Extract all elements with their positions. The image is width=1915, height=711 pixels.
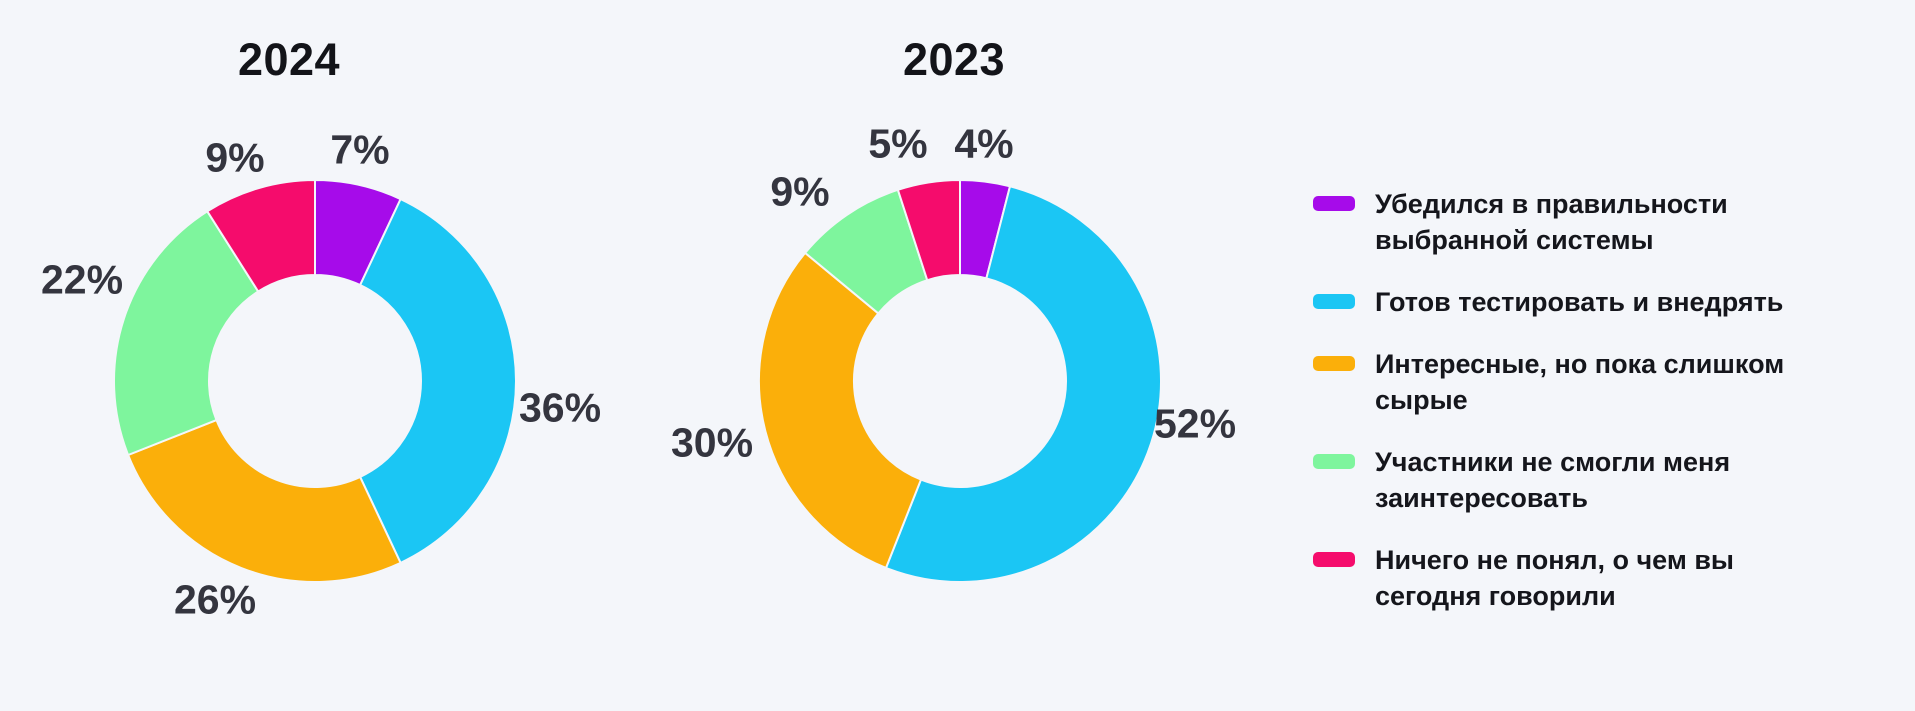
legend-item-label: Убедился в правильности выбранной систем… (1375, 189, 1728, 255)
legend-swatch (1313, 552, 1355, 567)
legend-item: Убедился в правильности выбранной систем… (1313, 186, 1835, 258)
donut-chart-2023: 2023 4% 52% 30% 9% 5% (660, 34, 1260, 681)
legend-swatch (1313, 356, 1355, 371)
percent-label: 30% (670, 419, 754, 466)
legend-item-label: Интересные, но пока слишком сырые (1375, 349, 1785, 415)
legend-item-label: Участники не смогли меня заинтересовать (1375, 447, 1731, 513)
chart-title-2024: 2024 (237, 34, 341, 85)
donut-slice (359, 198, 517, 564)
percent-label: 52% (1153, 400, 1237, 447)
legend-swatch (1313, 196, 1355, 211)
legend-item-label: Готов тестировать и внедрять (1375, 287, 1784, 317)
percent-label: 9% (770, 168, 830, 215)
legend-swatch (1313, 294, 1355, 309)
donut-slice (127, 419, 402, 583)
percent-label: 7% (330, 126, 390, 173)
percent-label: 4% (954, 120, 1014, 167)
donut-slice (206, 179, 316, 293)
donut-chart-2024: 2024 7% 36% 26% 22% 9% (15, 34, 615, 681)
legend-item-label: Ничего не понял, о чем вы сегодня говори… (1375, 545, 1734, 611)
chart-title-2023: 2023 (902, 34, 1006, 85)
donut-slice (758, 251, 922, 569)
legend-item: Ничего не понял, о чем вы сегодня говори… (1313, 542, 1835, 614)
percent-label: 9% (205, 134, 265, 181)
donut-svg-2024 (113, 179, 517, 583)
percent-label: 22% (40, 256, 124, 303)
percent-label: 26% (173, 576, 257, 623)
donut-slice (113, 210, 260, 456)
percent-label: 36% (518, 384, 602, 431)
legend-swatch (1313, 454, 1355, 469)
donut-slice (885, 185, 1162, 583)
legend-item: Участники не смогли меня заинтересовать (1313, 444, 1835, 516)
legend-item: Интересные, но пока слишком сырые (1313, 346, 1835, 418)
donut-svg-2023 (758, 179, 1162, 583)
legend-item: Готов тестировать и внедрять (1313, 284, 1835, 320)
donut-slice (896, 179, 961, 282)
legend: Убедился в правильности выбранной систем… (1313, 186, 1835, 614)
percent-label: 5% (868, 120, 928, 167)
